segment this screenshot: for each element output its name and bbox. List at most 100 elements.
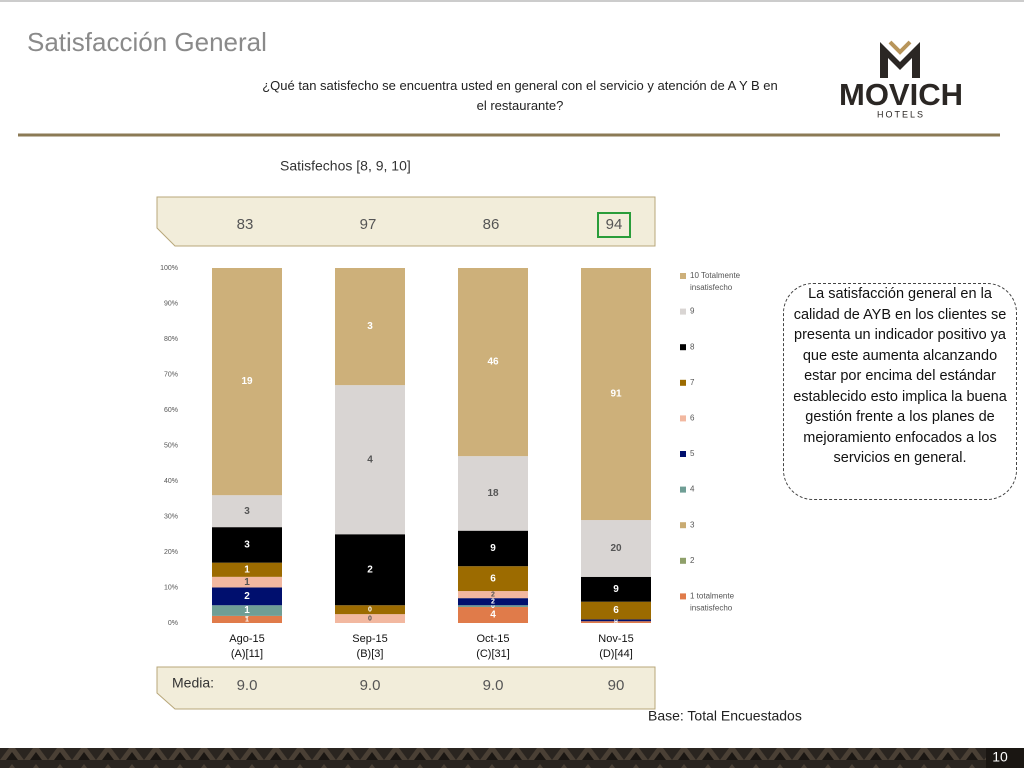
y-tick-label: 10% xyxy=(164,584,178,591)
segment-label: 1 xyxy=(244,605,250,616)
bar-segment xyxy=(335,614,405,623)
y-tick-label: 100% xyxy=(160,265,178,272)
satisfied-value: 86 xyxy=(483,216,500,233)
logo-name: MOVICH xyxy=(839,77,963,112)
legend-swatch xyxy=(680,557,686,564)
media-box xyxy=(156,666,656,710)
legend-swatch xyxy=(680,344,686,351)
legend-label: 8 xyxy=(690,342,695,351)
x-tick-label: Oct-15 xyxy=(476,633,509,645)
media-value: 9.0 xyxy=(237,677,258,694)
y-tick-label: 80% xyxy=(164,336,178,343)
media-label: Media: xyxy=(172,675,214,691)
legend-swatch xyxy=(680,593,686,600)
legend-swatch xyxy=(680,486,686,493)
segment-label: 9 xyxy=(490,543,496,554)
bar-segment xyxy=(335,605,405,615)
segment-label: 0 xyxy=(368,607,372,614)
bar-segment xyxy=(458,598,528,606)
logo-accent xyxy=(888,40,912,55)
bar-segment xyxy=(212,615,282,623)
segment-label: 0 xyxy=(245,613,249,620)
x-tick-sublabel: (A)[11] xyxy=(231,648,263,660)
legend-label: 4 xyxy=(690,485,695,494)
segment-label: 6 xyxy=(613,605,619,616)
segment-label: 2 xyxy=(244,591,250,602)
y-tick-label: 90% xyxy=(164,300,178,307)
bar-segment xyxy=(212,576,282,588)
segment-label: 0 xyxy=(491,603,495,610)
page-number: 10 xyxy=(992,749,1008,765)
y-tick-label: 20% xyxy=(164,549,178,556)
bar-segment xyxy=(581,576,651,602)
segment-label: 2 xyxy=(367,564,373,575)
bar-segment xyxy=(581,268,651,521)
segment-label: 91 xyxy=(610,389,622,400)
y-tick-label: 40% xyxy=(164,478,178,485)
y-tick-label: 70% xyxy=(164,371,178,378)
segment-label: 4 xyxy=(367,454,373,465)
bar-segment xyxy=(581,621,651,623)
x-tick-sublabel: (D)[44] xyxy=(599,648,633,660)
legend-swatch xyxy=(680,522,686,529)
segment-label: 3 xyxy=(367,321,373,332)
bar-segment xyxy=(458,607,528,623)
bar-segment xyxy=(212,562,282,577)
segment-label: 3 xyxy=(244,540,250,551)
y-tick-label: 30% xyxy=(164,513,178,520)
segment-label: 0 xyxy=(368,615,372,622)
y-tick-label: 0% xyxy=(168,620,178,627)
legend-label: 7 xyxy=(690,378,695,387)
segment-label: 18 xyxy=(487,488,499,499)
bar-segment xyxy=(212,495,282,528)
segment-label: 2 xyxy=(491,599,495,606)
legend-label: 10 Totalmente insatisfecho xyxy=(690,271,741,292)
legend-swatch xyxy=(680,308,686,315)
satisfied-value: 97 xyxy=(360,216,377,233)
satisfied-box xyxy=(156,196,656,247)
segment-label: 6 xyxy=(490,573,496,584)
media-value: 9.0 xyxy=(483,677,504,694)
segment-label: 0 xyxy=(614,617,618,624)
x-tick-sublabel: (B)[3] xyxy=(357,648,384,660)
segment-label: 19 xyxy=(241,376,253,387)
segment-label: 9 xyxy=(613,584,619,595)
legend-label: 3 xyxy=(690,520,695,529)
media-value: 90 xyxy=(608,677,625,694)
satisfied-value: 94 xyxy=(606,216,623,233)
y-tick-label: 60% xyxy=(164,407,178,414)
segment-label: 2 xyxy=(491,591,495,598)
segment-label: 46 xyxy=(487,357,499,368)
segment-label: 3 xyxy=(244,506,250,517)
bar-segment xyxy=(458,268,528,457)
bar-segment xyxy=(458,456,528,531)
bar-segment xyxy=(581,601,651,620)
legend-label: 2 xyxy=(690,556,695,565)
legend-label: 6 xyxy=(690,414,695,423)
x-tick-label: Sep-15 xyxy=(352,633,387,645)
logo-sub: HOTELS xyxy=(877,109,925,119)
legend-label: 5 xyxy=(690,449,695,458)
footer-band xyxy=(0,748,1024,768)
bar-segment xyxy=(335,268,405,386)
segment-label: 1 xyxy=(244,564,250,575)
segment-label: 1 xyxy=(244,577,250,588)
segment-label: 4 xyxy=(490,610,496,621)
x-tick-label: Ago-15 xyxy=(229,633,264,645)
satisfied-label: Satisfechos [8, 9, 10] xyxy=(280,158,411,174)
bar-segment xyxy=(581,520,651,577)
segment-label: 0 xyxy=(614,619,618,626)
slide-title: Satisfacción General xyxy=(27,27,267,57)
legend-label: 1 totalmente insatisfecho xyxy=(690,592,735,613)
bar-segment xyxy=(335,534,405,606)
bar-segment xyxy=(212,605,282,616)
legend-swatch xyxy=(680,451,686,457)
bar-segment xyxy=(212,527,282,563)
segment-label: 1 xyxy=(245,616,249,623)
x-tick-sublabel: (C)[31] xyxy=(476,648,510,660)
segment-label: 20 xyxy=(610,543,622,554)
bar-segment xyxy=(458,530,528,567)
bar-segment xyxy=(458,591,528,599)
bar-segment xyxy=(335,385,405,535)
